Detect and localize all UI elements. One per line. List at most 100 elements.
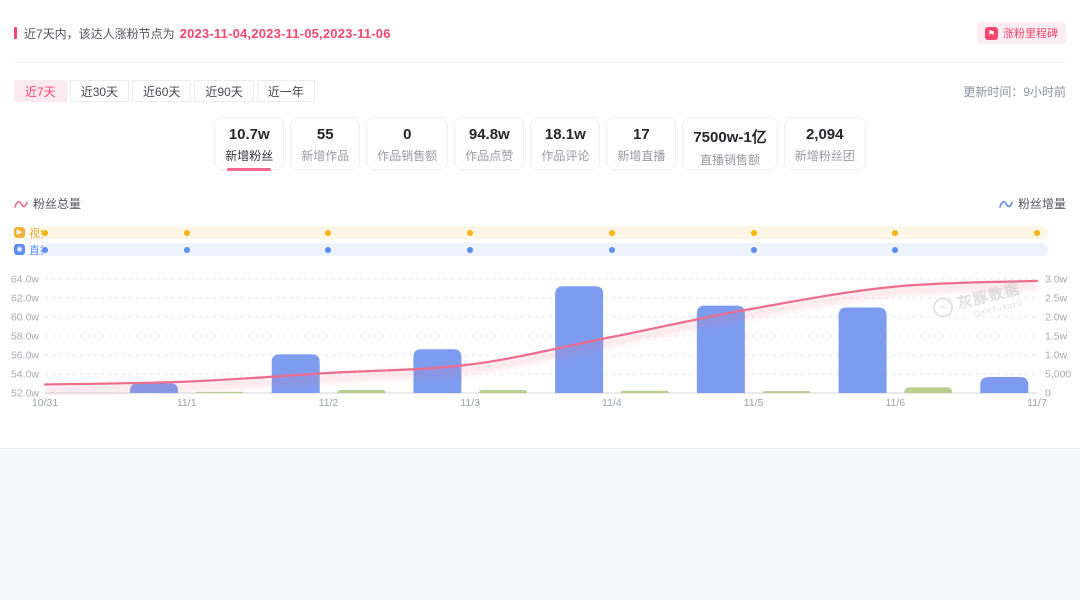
update-time: 更新时间：9小时前 [963,84,1066,99]
stat-value: 0 [403,126,412,143]
green-bar [337,389,386,393]
right-axis-tick: 1.0w [1045,350,1068,362]
x-axis-tick: 11/4 [602,397,622,409]
x-axis-tick: 11/7 [1027,397,1047,409]
notice-dates: 2023-11-04,2023-11-05,2023-11-06 [179,25,391,41]
tab-近一年[interactable]: 近一年 [256,80,315,102]
x-axis-tick: 11/1 [177,397,197,409]
stat-label: 作品评论 [541,149,590,163]
fan-increase-bar [980,377,1029,393]
stat-card-直播销售额[interactable]: 7500w-1亿 直播销售额 [682,117,778,170]
flag-icon: ⚑ [985,26,998,40]
tab-近30天[interactable]: 近30天 [69,80,130,102]
stat-card-作品点赞[interactable]: 94.8w 作品点赞 [454,117,525,170]
green-bar [620,390,669,393]
milestone-badge-label: 涨粉里程碑 [1003,28,1058,40]
stat-label: 直播销售额 [700,153,761,167]
fan-trend-chart: 52.0w 0 54.0w 5,000 56.0w 1.0w 58.0w 1.5w 60.0w 2… [11,274,1071,410]
green-bar [762,391,811,393]
marker-dot [42,229,48,236]
right-axis-tick: 0 [1045,388,1051,400]
stat-card-新增直播[interactable]: 17 新增直播 [606,117,677,170]
x-axis-tick: 11/6 [885,397,905,409]
stat-value: 17 [632,126,650,143]
tabs-row: 近7天 近30天 近60天 近90天 近一年 更新时间：9小时前 [14,80,1066,102]
stat-value: 2,094 [805,126,844,143]
left-axis-tick: 64.0w [11,274,39,286]
legend-fans-increase: 粉丝增量 [999,195,1066,212]
live-icon: ◉ [14,244,25,255]
live-marker-track: ◉ 直播 [0,243,1080,257]
milestone-badge-button[interactable]: ⚑ 涨粉里程碑 [977,22,1066,44]
pink-wave-icon [14,200,28,208]
right-axis-tick: 3.0w [1045,274,1068,286]
right-axis-tick: 5,000 [1045,369,1071,381]
fan-total-line-glow [44,281,1038,394]
milestone-notice-row: 近7天内，该达人涨粉节点为 2023-11-04,2023-11-05,2023… [14,22,1066,44]
right-axis-tick: 2.0w [1045,312,1068,324]
stats-cards-row: 10.7w 新增粉丝 55 新增作品 0 作品销售额 94.8w 作品点赞 18.1w 作品评论 1… [0,117,1080,171]
marker-dot [1034,229,1040,236]
live-track-band [42,243,1048,256]
stat-label: 新增作品 [301,149,350,163]
marker-dot [750,246,757,253]
left-axis-tick: 54.0w [11,369,39,381]
video-marker-track: ▶ 视频 [0,226,1080,240]
stat-value: 10.7w [228,126,270,143]
marker-dot [467,229,474,236]
x-axis-tick: 10/31 [32,397,58,409]
fan-increase-bar [696,305,745,393]
marker-dot [750,229,757,236]
stat-value: 55 [316,126,334,143]
date-range-tabs: 近7天 近30天 近60天 近90天 近一年 [14,80,315,102]
video-icon: ▶ [14,227,25,238]
marker-dot [42,246,48,253]
notice-accent-bar [14,27,17,39]
tab-近90天[interactable]: 近90天 [194,80,254,102]
stat-card-新增粉丝[interactable]: 10.7w 新增粉丝 [214,117,285,171]
marker-dot [325,229,332,236]
right-axis-tick: 2.5w [1045,293,1068,305]
marker-dot [892,246,899,253]
header-divider [14,62,1066,63]
legend-row: 粉丝总量 粉丝增量 [14,195,1066,212]
marker-dot [608,229,615,236]
marker-dot [467,246,474,253]
stat-label: 新增粉丝团 [794,149,855,163]
left-axis-tick: 52.0w [11,388,39,400]
stat-card-新增粉丝团[interactable]: 2,094 新增粉丝团 [783,117,866,170]
stat-label: 新增粉丝 [225,149,274,163]
green-bar [904,387,953,393]
left-axis-tick: 56.0w [11,350,39,362]
x-axis-tick: 11/2 [319,397,339,409]
legend-fans-total-label: 粉丝总量 [33,197,82,211]
active-card-underline [227,168,272,171]
tab-近7天[interactable]: 近7天 [14,80,67,102]
fan-increase-bar [838,307,887,393]
left-axis-tick: 60.0w [11,312,39,324]
footer-panel [0,448,1080,600]
stat-card-新增作品[interactable]: 55 新增作品 [290,117,361,170]
green-bar [479,389,528,393]
stat-value: 94.8w [468,126,510,143]
left-axis-tick: 62.0w [11,293,39,305]
fan-increase-bar [555,286,604,393]
tab-近60天[interactable]: 近60天 [132,80,192,102]
fan-total-line [43,279,1039,386]
stat-card-作品评论[interactable]: 18.1w 作品评论 [530,117,601,170]
stat-label: 作品点赞 [465,149,514,163]
marker-dot [183,229,190,236]
right-axis-tick: 1.5w [1045,331,1068,343]
x-axis-tick: 11/5 [744,397,764,409]
x-axis-tick: 11/3 [460,397,480,409]
blue-wave-icon [999,200,1013,208]
marker-dot [183,246,190,253]
legend-fans-increase-label: 粉丝增量 [1017,197,1066,211]
legend-fans-total: 粉丝总量 [14,195,81,212]
stat-card-作品销售额[interactable]: 0 作品销售额 [366,117,449,170]
marker-dot [608,246,615,253]
notice-text: 近7天内，该达人涨粉节点为 [24,26,175,41]
marker-dot [325,246,332,253]
stat-label: 新增直播 [617,149,666,163]
